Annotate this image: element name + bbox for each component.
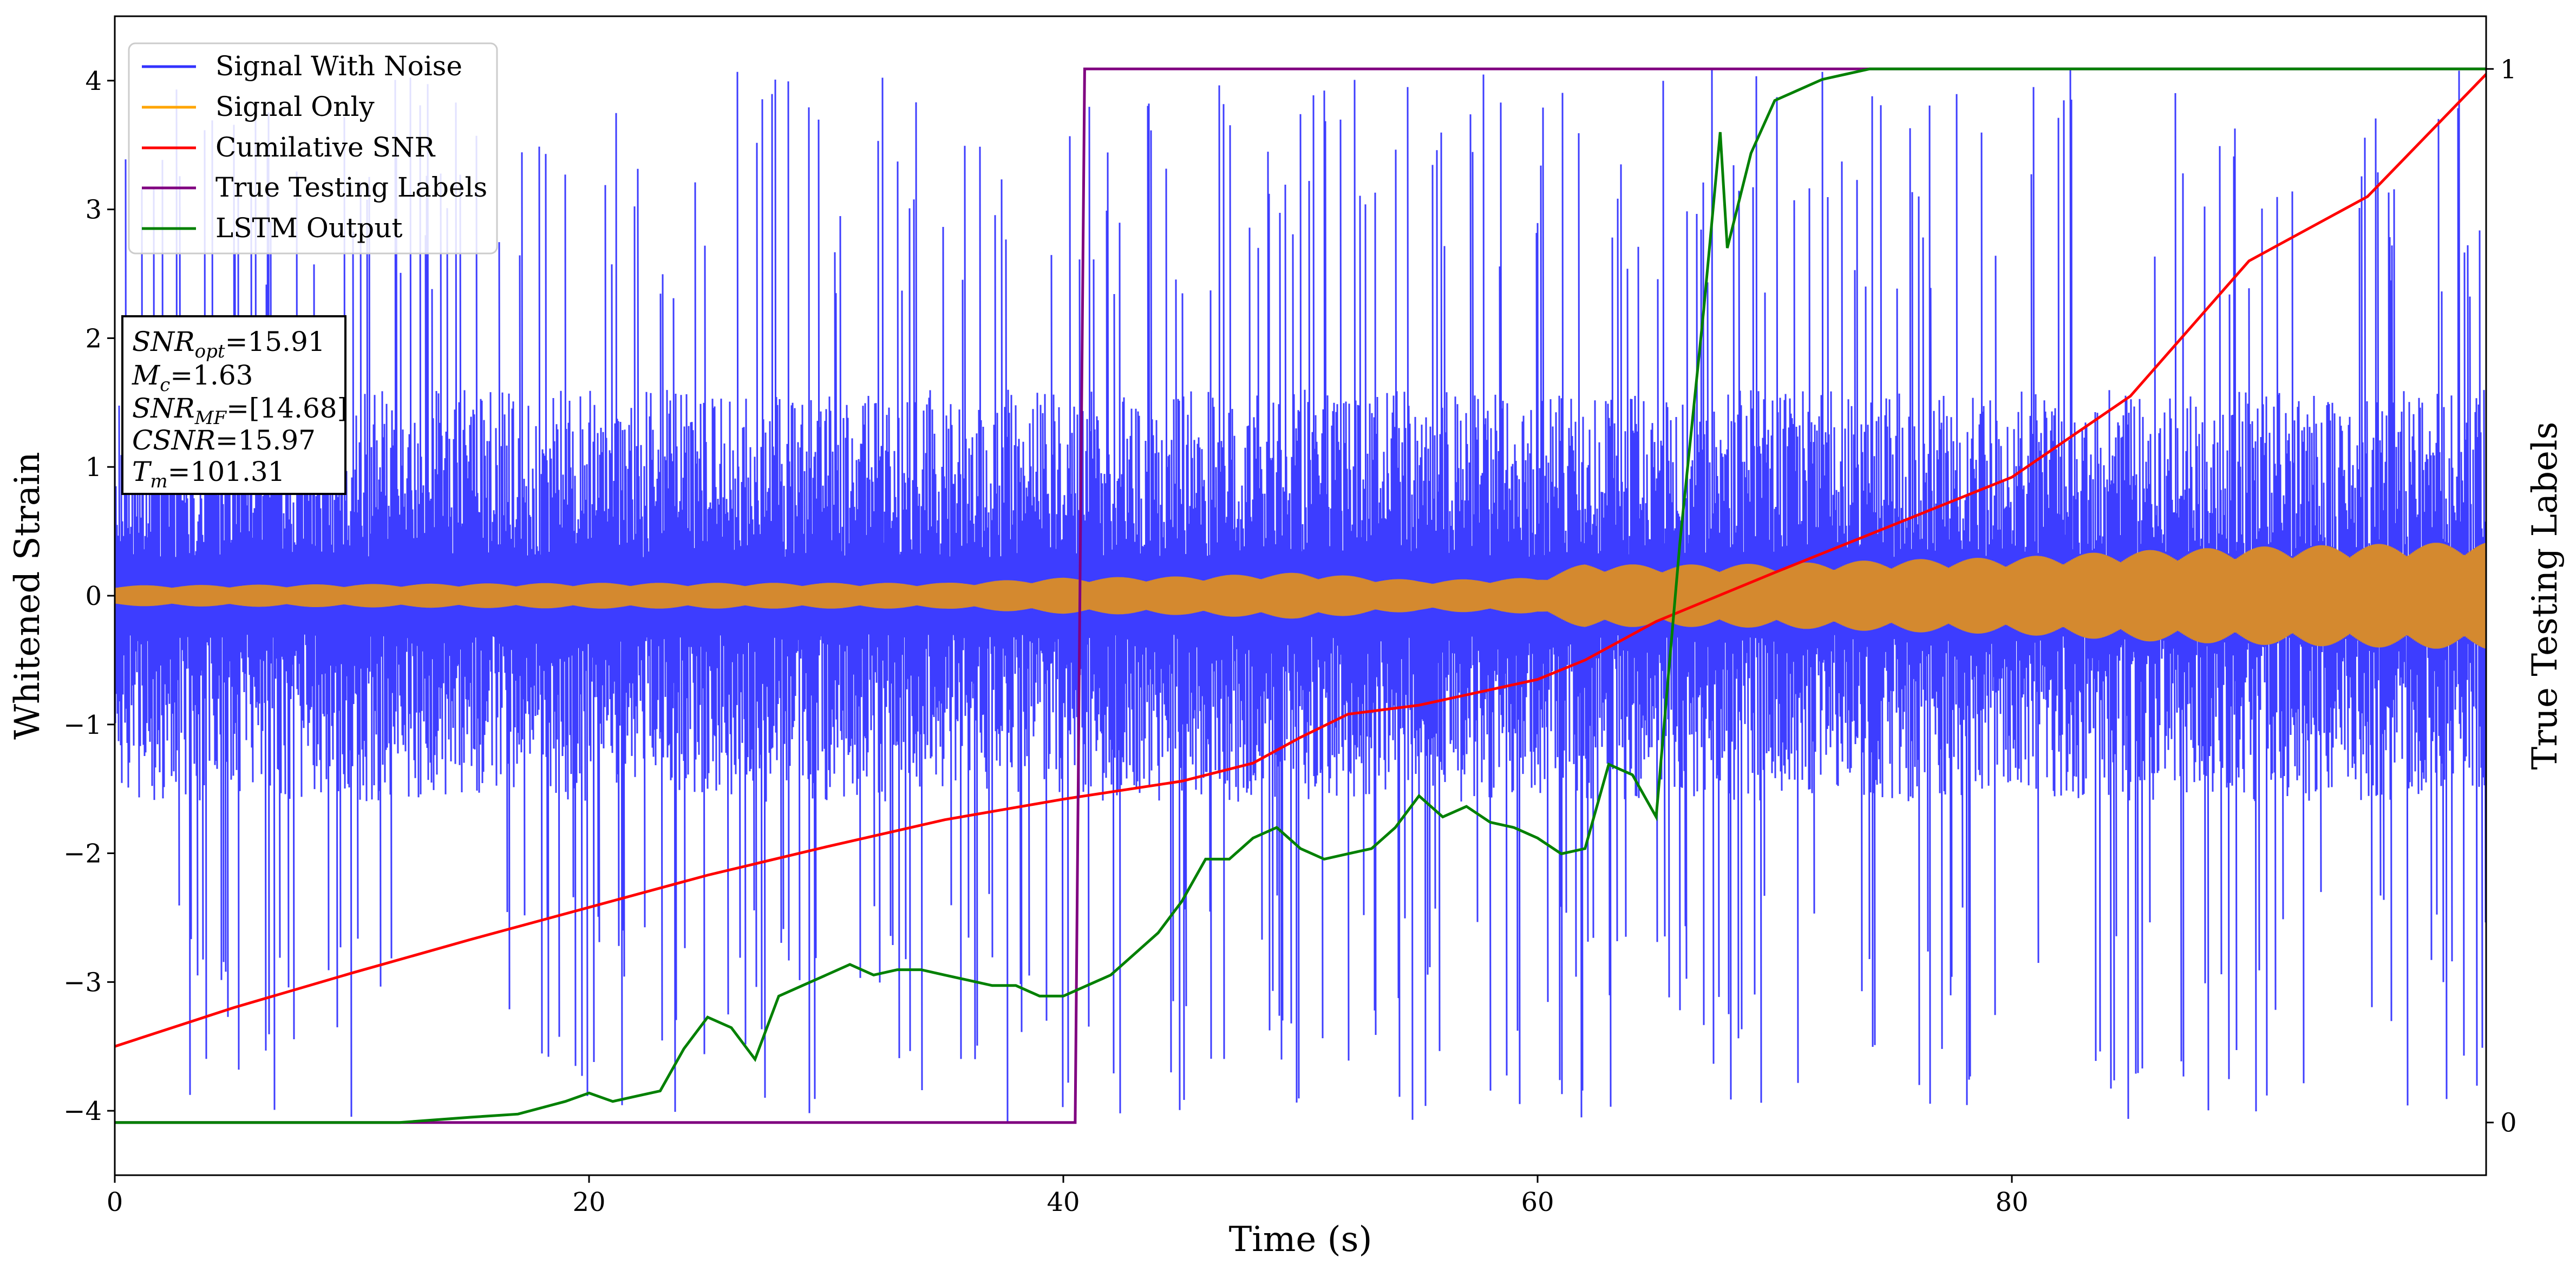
series-cumilative-snr (115, 73, 2486, 1048)
y-tick-label: −3 (63, 967, 102, 998)
stats-frame (121, 315, 346, 495)
y-tick-label: −4 (63, 1096, 102, 1126)
y2-axis-title: True Testing Labels (2525, 422, 2565, 770)
y-tick-label: 4 (85, 66, 102, 96)
stat-tm: Tm=101.31 (132, 456, 285, 492)
legend-label-signal-with-noise: Signal With Noise (215, 50, 462, 82)
legend-label-cumilative-snr: Cumilative SNR (215, 132, 435, 163)
x-tick-label: 40 (1047, 1187, 1080, 1217)
legend: Signal With Noise Signal Only Cumilative… (128, 42, 498, 255)
x-tick-label: 80 (1995, 1187, 2028, 1217)
legend-label-true-testing-labels: True Testing Labels (215, 172, 487, 203)
y2-tick-label: 0 (2500, 1108, 2517, 1138)
y-tick-label: −2 (63, 839, 102, 869)
legend-label-signal-only: Signal Only (215, 91, 375, 122)
y-tick-label: 0 (85, 581, 102, 611)
y-tick-label: −1 (63, 710, 102, 740)
x-tick-label: 60 (1521, 1187, 1554, 1217)
x-tick-label: 0 (107, 1187, 123, 1217)
y-tick-label: 1 (85, 452, 102, 483)
series-lstm-output (115, 67, 2486, 1124)
legend-frame (128, 42, 498, 255)
stat-mc: Mc=1.63 (132, 360, 253, 396)
stat-csnr: CSNR=15.97 (132, 425, 316, 456)
series-signal-only (115, 542, 2486, 649)
series-true-testing-labels (115, 67, 2486, 1124)
x-tick-label: 20 (572, 1187, 605, 1217)
y2-tick-label: 1 (2500, 54, 2517, 84)
plot-area (115, 67, 2486, 1124)
x-axis-title: Time (s) (1229, 1220, 1372, 1260)
y-tick-label: 2 (85, 323, 102, 354)
legend-label-lstm-output: LSTM Output (215, 212, 402, 244)
stat-snr-mf: SNRMF=[14.68] (132, 393, 348, 429)
y-tick-label: 3 (85, 195, 102, 225)
stats-annotation-box: SNRopt=15.91 Mc=1.63 SNRMF=[14.68] CSNR=… (121, 315, 348, 495)
y-axis-title: Whitened Strain (8, 452, 48, 739)
stat-snr-opt: SNRopt=15.91 (132, 326, 325, 362)
